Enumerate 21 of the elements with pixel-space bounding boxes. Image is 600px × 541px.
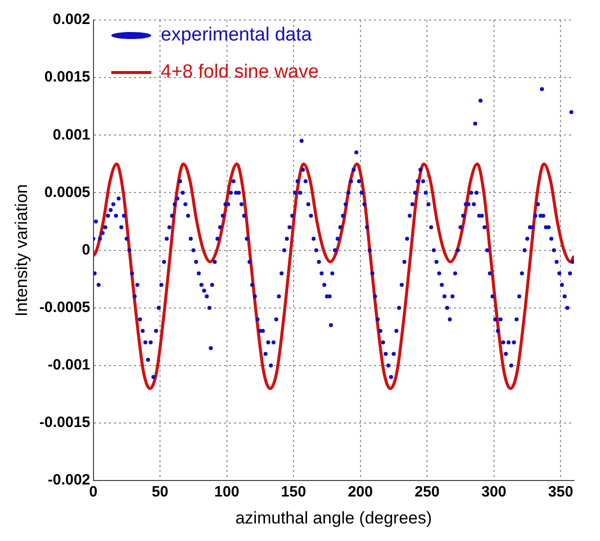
x-tick-label: 150 xyxy=(281,484,306,501)
legend-label: 4+8 fold sine wave xyxy=(160,62,319,83)
y-tick-label: -0.002 xyxy=(48,472,90,489)
x-tick-label: 50 xyxy=(152,484,168,501)
x-tick-label: 100 xyxy=(214,484,240,501)
x-tick-label: 200 xyxy=(348,484,373,501)
y-tick-label: -0.0015 xyxy=(39,414,90,432)
line-series xyxy=(93,162,574,390)
y-tick-label: 0.0005 xyxy=(44,184,90,201)
x-tick-label: 300 xyxy=(481,484,506,501)
y-tick-label: -0.001 xyxy=(48,356,90,374)
x-tick-label: 350 xyxy=(548,484,574,501)
y-tick-label: 0.001 xyxy=(52,126,90,144)
x-axis-title: azimuthal angle (degrees) xyxy=(235,508,432,528)
legend-label: experimental data xyxy=(160,24,312,46)
y-axis-title: Intensity variation xyxy=(12,184,31,316)
y-tick-label: 0.002 xyxy=(52,11,90,28)
y-tick-label: 0.0015 xyxy=(44,68,90,86)
y-tick-label: -0.0005 xyxy=(39,299,90,316)
y-tick-label: 0 xyxy=(82,241,90,258)
x-tick-label: 250 xyxy=(414,484,440,501)
